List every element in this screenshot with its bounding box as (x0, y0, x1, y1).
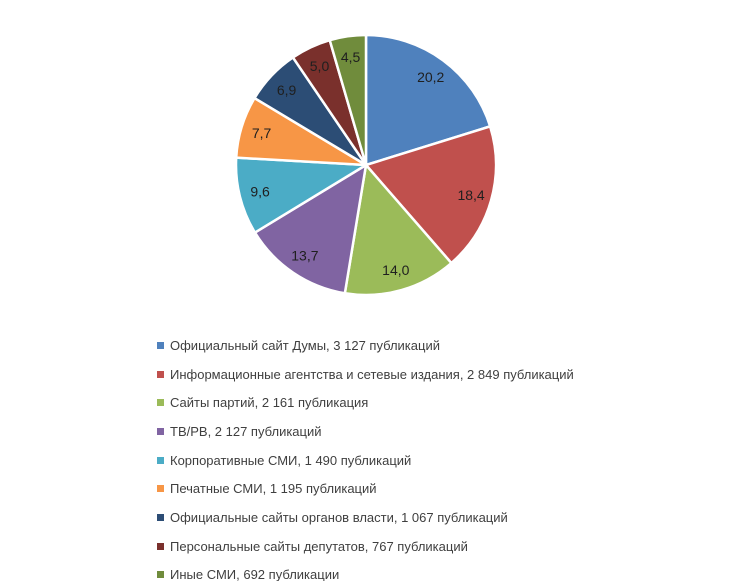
pie-slice (253, 163, 368, 295)
legend-label: Иные СМИ, 692 публикации (170, 567, 340, 581)
legend-swatch-icon (157, 456, 164, 464)
pie-chart: 20,2 18,4 14,0 13,7 9,6 7,7 6,9 5,0 4,5 (234, 33, 498, 297)
legend-swatch-icon (157, 370, 164, 378)
slice-value-label: 14,0 (382, 262, 409, 278)
pie-slice (234, 156, 368, 234)
legend-label: ТВ/РВ, 2 127 публикаций (170, 423, 322, 439)
legend-item: Печатные СМИ, 1 195 публикаций (157, 474, 574, 503)
legend-item: Персональные сайты депутатов, 767 публик… (157, 532, 574, 561)
slice-value-label: 9,6 (250, 184, 270, 200)
legend-item: Иные СМИ, 692 публикации (157, 561, 574, 581)
chart-legend: Официальный сайт Думы, 3 127 публикаций И… (157, 331, 574, 581)
legend-swatch-icon (157, 485, 164, 493)
legend-label: Информационные агентства и сетевые издан… (170, 366, 574, 382)
legend-label: Печатные СМИ, 1 195 публикаций (170, 481, 377, 497)
legend-label: Сайты партий, 2 161 публикация (170, 395, 369, 411)
legend-swatch-icon (157, 542, 164, 550)
legend-swatch-icon (157, 427, 164, 435)
legend-swatch-icon (157, 571, 164, 579)
pie-slice (364, 125, 498, 265)
legend-label: Официальные сайты органов власти, 1 067 … (170, 509, 508, 525)
legend-swatch-icon (157, 513, 164, 521)
slice-value-label: 7,7 (252, 125, 272, 141)
legend-swatch-icon (157, 399, 164, 407)
slice-value-label: 20,2 (417, 69, 444, 85)
legend-label: Официальный сайт Думы, 3 127 публикаций (170, 337, 440, 353)
pie-slice (364, 33, 492, 167)
legend-item: Официальные сайты органов власти, 1 067 … (157, 503, 574, 532)
legend-swatch-icon (157, 341, 164, 349)
legend-label: Персональные сайты депутатов, 767 публик… (170, 538, 468, 554)
slice-value-label: 5,0 (310, 58, 330, 74)
legend-item: Информационные агентства и сетевые издан… (157, 360, 574, 389)
slice-value-label: 18,4 (457, 187, 484, 203)
legend-item: ТВ/РВ, 2 127 публикаций (157, 417, 574, 446)
legend-label: Корпоративные СМИ, 1 490 публикаций (170, 452, 412, 468)
legend-item: Сайты партий, 2 161 публикация (157, 388, 574, 417)
legend-item: Официальный сайт Думы, 3 127 публикаций (157, 331, 574, 360)
pie-slice (328, 33, 368, 167)
legend-item: Корпоративные СМИ, 1 490 публикаций (157, 446, 574, 475)
pie-slice (343, 163, 453, 297)
slice-value-label: 6,9 (277, 82, 297, 98)
slice-value-label: 4,5 (341, 49, 361, 65)
slice-value-label: 13,7 (291, 248, 318, 264)
